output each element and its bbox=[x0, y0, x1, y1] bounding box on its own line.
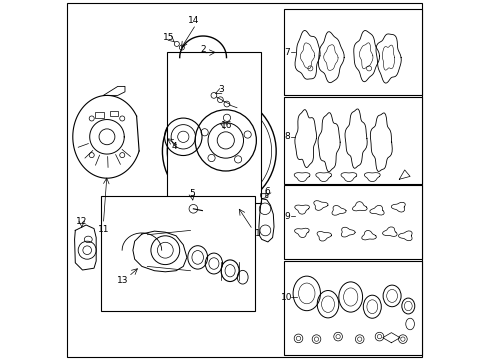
Text: 15: 15 bbox=[163, 33, 174, 42]
Text: 3: 3 bbox=[218, 85, 224, 94]
Bar bbox=[284, 261, 421, 355]
Bar bbox=[101, 196, 255, 311]
Bar bbox=[223, 55, 229, 63]
Text: 8: 8 bbox=[284, 132, 289, 141]
Text: 12: 12 bbox=[76, 217, 87, 226]
Bar bbox=[284, 9, 421, 95]
Text: 5: 5 bbox=[189, 189, 195, 198]
Text: 14: 14 bbox=[188, 17, 200, 26]
Text: 16: 16 bbox=[220, 121, 232, 130]
Bar bbox=[95, 112, 104, 118]
Text: 4: 4 bbox=[171, 142, 177, 151]
Text: 13: 13 bbox=[117, 276, 128, 284]
Bar bbox=[176, 55, 182, 63]
Text: 1: 1 bbox=[255, 229, 261, 238]
Text: 10: 10 bbox=[281, 292, 292, 302]
Text: 9: 9 bbox=[284, 212, 289, 220]
Text: 11: 11 bbox=[98, 225, 109, 234]
Bar bbox=[284, 185, 421, 259]
Bar bbox=[284, 97, 421, 184]
Text: 7: 7 bbox=[284, 48, 289, 57]
Bar bbox=[110, 111, 118, 116]
Text: 2: 2 bbox=[200, 45, 205, 54]
Bar bbox=[167, 52, 260, 203]
Text: 6: 6 bbox=[264, 187, 269, 196]
